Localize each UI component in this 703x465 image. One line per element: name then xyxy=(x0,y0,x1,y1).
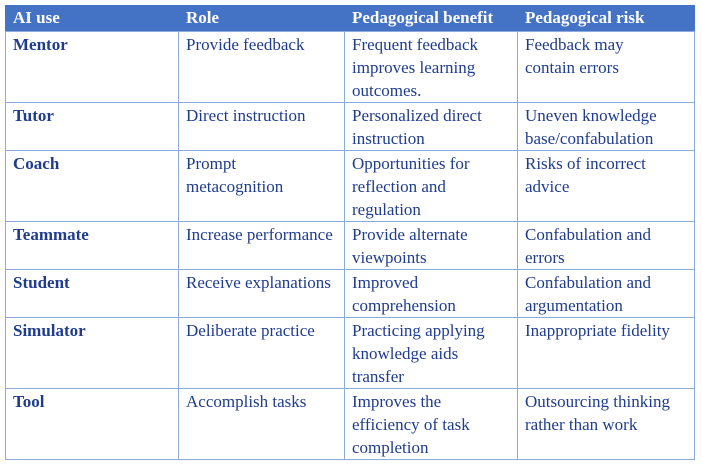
cell-risk: Confabulation and argumentation xyxy=(517,269,695,318)
cell-ai-use: Student xyxy=(5,269,179,318)
cell-ai-use: Mentor xyxy=(5,31,179,103)
cell-role: Direct instruction xyxy=(178,102,345,151)
cell-benefit: Opportunities for reflection and regulat… xyxy=(344,150,518,222)
header-row: AI use Role Pedagogical benefit Pedagogi… xyxy=(5,5,695,32)
cell-benefit: Provide alternate viewpoints xyxy=(344,221,518,270)
cell-risk: Feedback may contain errors xyxy=(517,31,695,103)
cell-risk: Risks of incorrect advice xyxy=(517,150,695,222)
cell-ai-use: Simulator xyxy=(5,317,179,389)
ai-use-table: AI use Role Pedagogical benefit Pedagogi… xyxy=(5,5,695,460)
column-header-ai-use: AI use xyxy=(5,5,179,32)
table-row-simulator: Simulator Deliberate practice Practicing… xyxy=(5,317,695,389)
ai-use-table-container: AI use Role Pedagogical benefit Pedagogi… xyxy=(5,5,695,460)
cell-ai-use: Teammate xyxy=(5,221,179,270)
column-header-pedagogical-risk: Pedagogical risk xyxy=(517,5,695,32)
cell-risk: Outsourcing thinking rather than work xyxy=(517,388,695,460)
cell-ai-use: Tool xyxy=(5,388,179,460)
cell-benefit: Improved comprehension xyxy=(344,269,518,318)
table-row-tool: Tool Accomplish tasks Improves the effic… xyxy=(5,388,695,460)
cell-ai-use: Coach xyxy=(5,150,179,222)
cell-risk: Uneven knowledge base/confabulation xyxy=(517,102,695,151)
table-row-teammate: Teammate Increase performance Provide al… xyxy=(5,221,695,270)
cell-role: Prompt metacognition xyxy=(178,150,345,222)
cell-benefit: Frequent feedback improves learning outc… xyxy=(344,31,518,103)
cell-ai-use: Tutor xyxy=(5,102,179,151)
cell-risk: Inappropriate fidelity xyxy=(517,317,695,389)
table-row-student: Student Receive explanations Improved co… xyxy=(5,269,695,318)
column-header-pedagogical-benefit: Pedagogical benefit xyxy=(344,5,518,32)
cell-role: Increase performance xyxy=(178,221,345,270)
cell-benefit: Personalized direct instruction xyxy=(344,102,518,151)
cell-benefit: Improves the efficiency of task completi… xyxy=(344,388,518,460)
cell-benefit: Practicing applying knowledge aids trans… xyxy=(344,317,518,389)
table-row-tutor: Tutor Direct instruction Personalized di… xyxy=(5,102,695,151)
table-row-mentor: Mentor Provide feedback Frequent feedbac… xyxy=(5,31,695,103)
cell-role: Deliberate practice xyxy=(178,317,345,389)
cell-role: Provide feedback xyxy=(178,31,345,103)
cell-risk: Confabulation and errors xyxy=(517,221,695,270)
cell-role: Accomplish tasks xyxy=(178,388,345,460)
column-header-role: Role xyxy=(178,5,345,32)
cell-role: Receive explanations xyxy=(178,269,345,318)
table-row-coach: Coach Prompt metacognition Opportunities… xyxy=(5,150,695,222)
